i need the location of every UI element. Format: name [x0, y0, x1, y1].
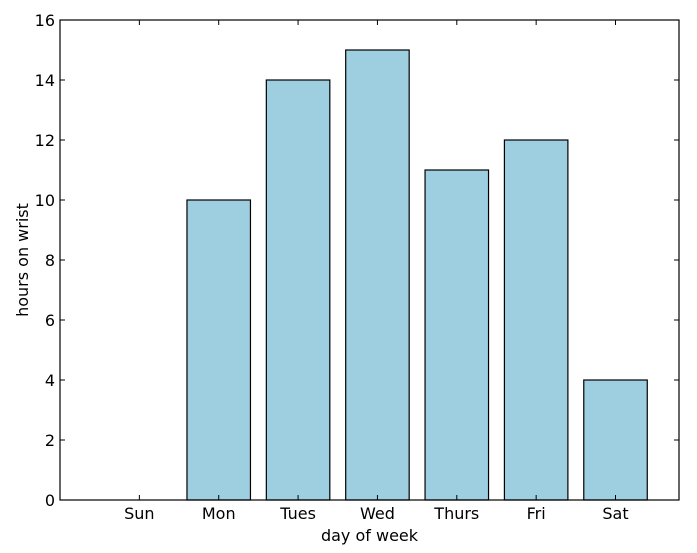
x-tick-label: Sun [124, 504, 154, 523]
x-tick-label: Wed [360, 504, 395, 523]
x-tick-label: Thurs [433, 504, 479, 523]
y-axis-label: hours on wrist [13, 203, 32, 317]
y-tick-label: 14 [35, 71, 55, 90]
bar-sat [583, 379, 648, 501]
y-tick-label: 2 [45, 431, 55, 450]
x-tick-label: Mon [202, 504, 236, 523]
y-tick-label: 0 [45, 491, 55, 510]
y-tick-label: 16 [35, 11, 55, 30]
x-tick-label: Sat [602, 504, 628, 523]
x-axis-label: day of week [321, 526, 419, 545]
tick-labels-layer: Sun Mon Tues Wed Thurs Fri Sat 0 2 4 6 8 10 12 14 16 [35, 11, 629, 523]
ticks-layer [60, 19, 679, 501]
bar-thurs [424, 169, 490, 501]
bar-wed [345, 49, 410, 501]
y-tick-label: 12 [35, 131, 55, 150]
y-tick-label: 10 [35, 191, 55, 210]
bar-tues [265, 79, 331, 501]
bar-mon [186, 199, 252, 501]
y-tick-label: 4 [45, 371, 55, 390]
x-tick-label: Tues [279, 504, 316, 523]
bar-fri [503, 139, 569, 501]
y-tick-label: 6 [45, 311, 55, 330]
bars-layer [186, 49, 648, 501]
x-tick-label: Fri [527, 504, 546, 523]
y-tick-label: 8 [45, 251, 55, 270]
